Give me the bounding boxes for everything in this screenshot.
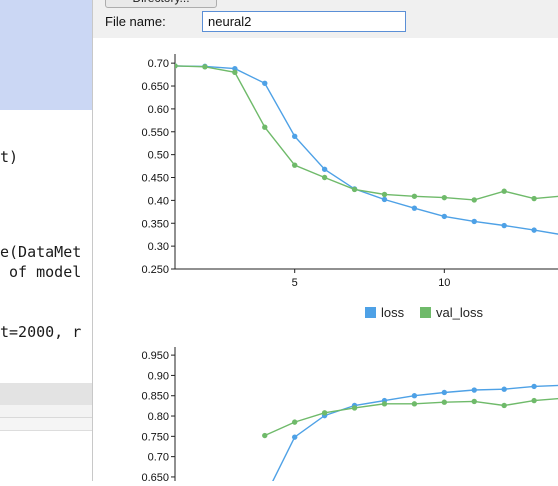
y-tick-label: 0.40 [148, 195, 169, 207]
data-point [352, 405, 357, 410]
directory-button[interactable]: Directory... [105, 0, 217, 8]
data-point [262, 433, 267, 438]
editor-panel-divider [0, 418, 92, 431]
data-point [202, 64, 207, 69]
y-tick-label: 0.60 [148, 104, 169, 116]
y-tick-label: 0.70 [148, 58, 169, 70]
data-point [501, 403, 506, 408]
y-tick-label: 0.650 [141, 81, 169, 93]
y-tick-label: 0.250 [141, 264, 169, 276]
code-line: e(DataMet [0, 243, 81, 261]
editor-status-bar [0, 383, 92, 405]
data-point [472, 197, 477, 202]
data-point [262, 81, 267, 86]
chart-1: 0.70 0.650 0.60 0.550 0.50 0.450 0.40 0.350 0.30… [141, 54, 558, 320]
editor-selection-highlight [0, 0, 92, 110]
code-line: t) [0, 148, 18, 166]
y-tick-label: 0.70 [148, 452, 169, 464]
code-line: t=2000, r [0, 323, 81, 341]
data-point [352, 187, 357, 192]
y-tick-label: 0.850 [141, 391, 169, 403]
data-point [322, 175, 327, 180]
data-point [501, 387, 506, 392]
data-point [442, 400, 447, 405]
data-point [472, 219, 477, 224]
data-point [322, 167, 327, 172]
data-point [232, 70, 237, 75]
y-tick-label: 0.750 [141, 431, 169, 443]
data-point [172, 63, 177, 68]
series-group [172, 63, 558, 240]
x-tick-label: 10 [438, 277, 450, 289]
data-point [382, 197, 387, 202]
file-name-input[interactable] [202, 11, 406, 32]
data-point [531, 227, 536, 232]
data-point [292, 434, 297, 439]
data-point [501, 223, 506, 228]
y-tick-label: 0.650 [141, 472, 169, 481]
data-point [531, 196, 536, 201]
data-point [412, 205, 417, 210]
y-tick-label: 0.50 [148, 150, 169, 162]
series-line-1 [265, 384, 558, 481]
plot-preview: 0.70 0.650 0.60 0.550 0.50 0.450 0.40 0.350 0.30… [93, 38, 558, 481]
data-point [472, 399, 477, 404]
file-name-label: File name: [105, 14, 166, 29]
x-tick-label: 5 [292, 277, 298, 289]
series-group [262, 382, 558, 481]
data-point [472, 387, 477, 392]
y-tick-label: 0.950 [141, 350, 169, 362]
data-point [501, 189, 506, 194]
legend-label: val_loss [436, 305, 483, 320]
data-point [322, 410, 327, 415]
series-line-2 [175, 66, 558, 200]
data-point [412, 401, 417, 406]
y-tick-label: 0.80 [148, 411, 169, 423]
data-point [442, 390, 447, 395]
data-point [412, 393, 417, 398]
data-point [531, 384, 536, 389]
data-point [292, 419, 297, 424]
chart-2: 0.950 0.90 0.850 0.80 0.750 0.70 0.650 [141, 347, 558, 481]
y-tick-label: 0.350 [141, 218, 169, 230]
data-point [382, 192, 387, 197]
legend-swatch [365, 307, 376, 318]
data-point [531, 398, 536, 403]
y-tick-label: 0.30 [148, 241, 169, 253]
save-plot-dialog: Directory... File name: 0.70 0.650 0.60 0.5… [92, 0, 558, 481]
y-tick-label: 0.450 [141, 173, 169, 185]
legend-label: loss [381, 305, 405, 320]
data-point [442, 195, 447, 200]
data-point [292, 134, 297, 139]
series-line-1 [175, 66, 558, 238]
data-point [382, 401, 387, 406]
y-tick-label: 0.550 [141, 127, 169, 139]
data-point [442, 214, 447, 219]
data-point [292, 162, 297, 167]
data-point [262, 124, 267, 129]
editor-panel-divider [0, 405, 92, 418]
code-editor[interactable]: t) e(DataMet of model t=2000, r [0, 0, 92, 481]
code-line: of model [0, 263, 81, 281]
data-point [412, 194, 417, 199]
y-tick-label: 0.90 [148, 370, 169, 382]
legend-swatch [420, 307, 431, 318]
series-line-2 [265, 397, 558, 435]
plot-preview-svg: 0.70 0.650 0.60 0.550 0.50 0.450 0.40 0.350 0.30… [93, 38, 558, 481]
